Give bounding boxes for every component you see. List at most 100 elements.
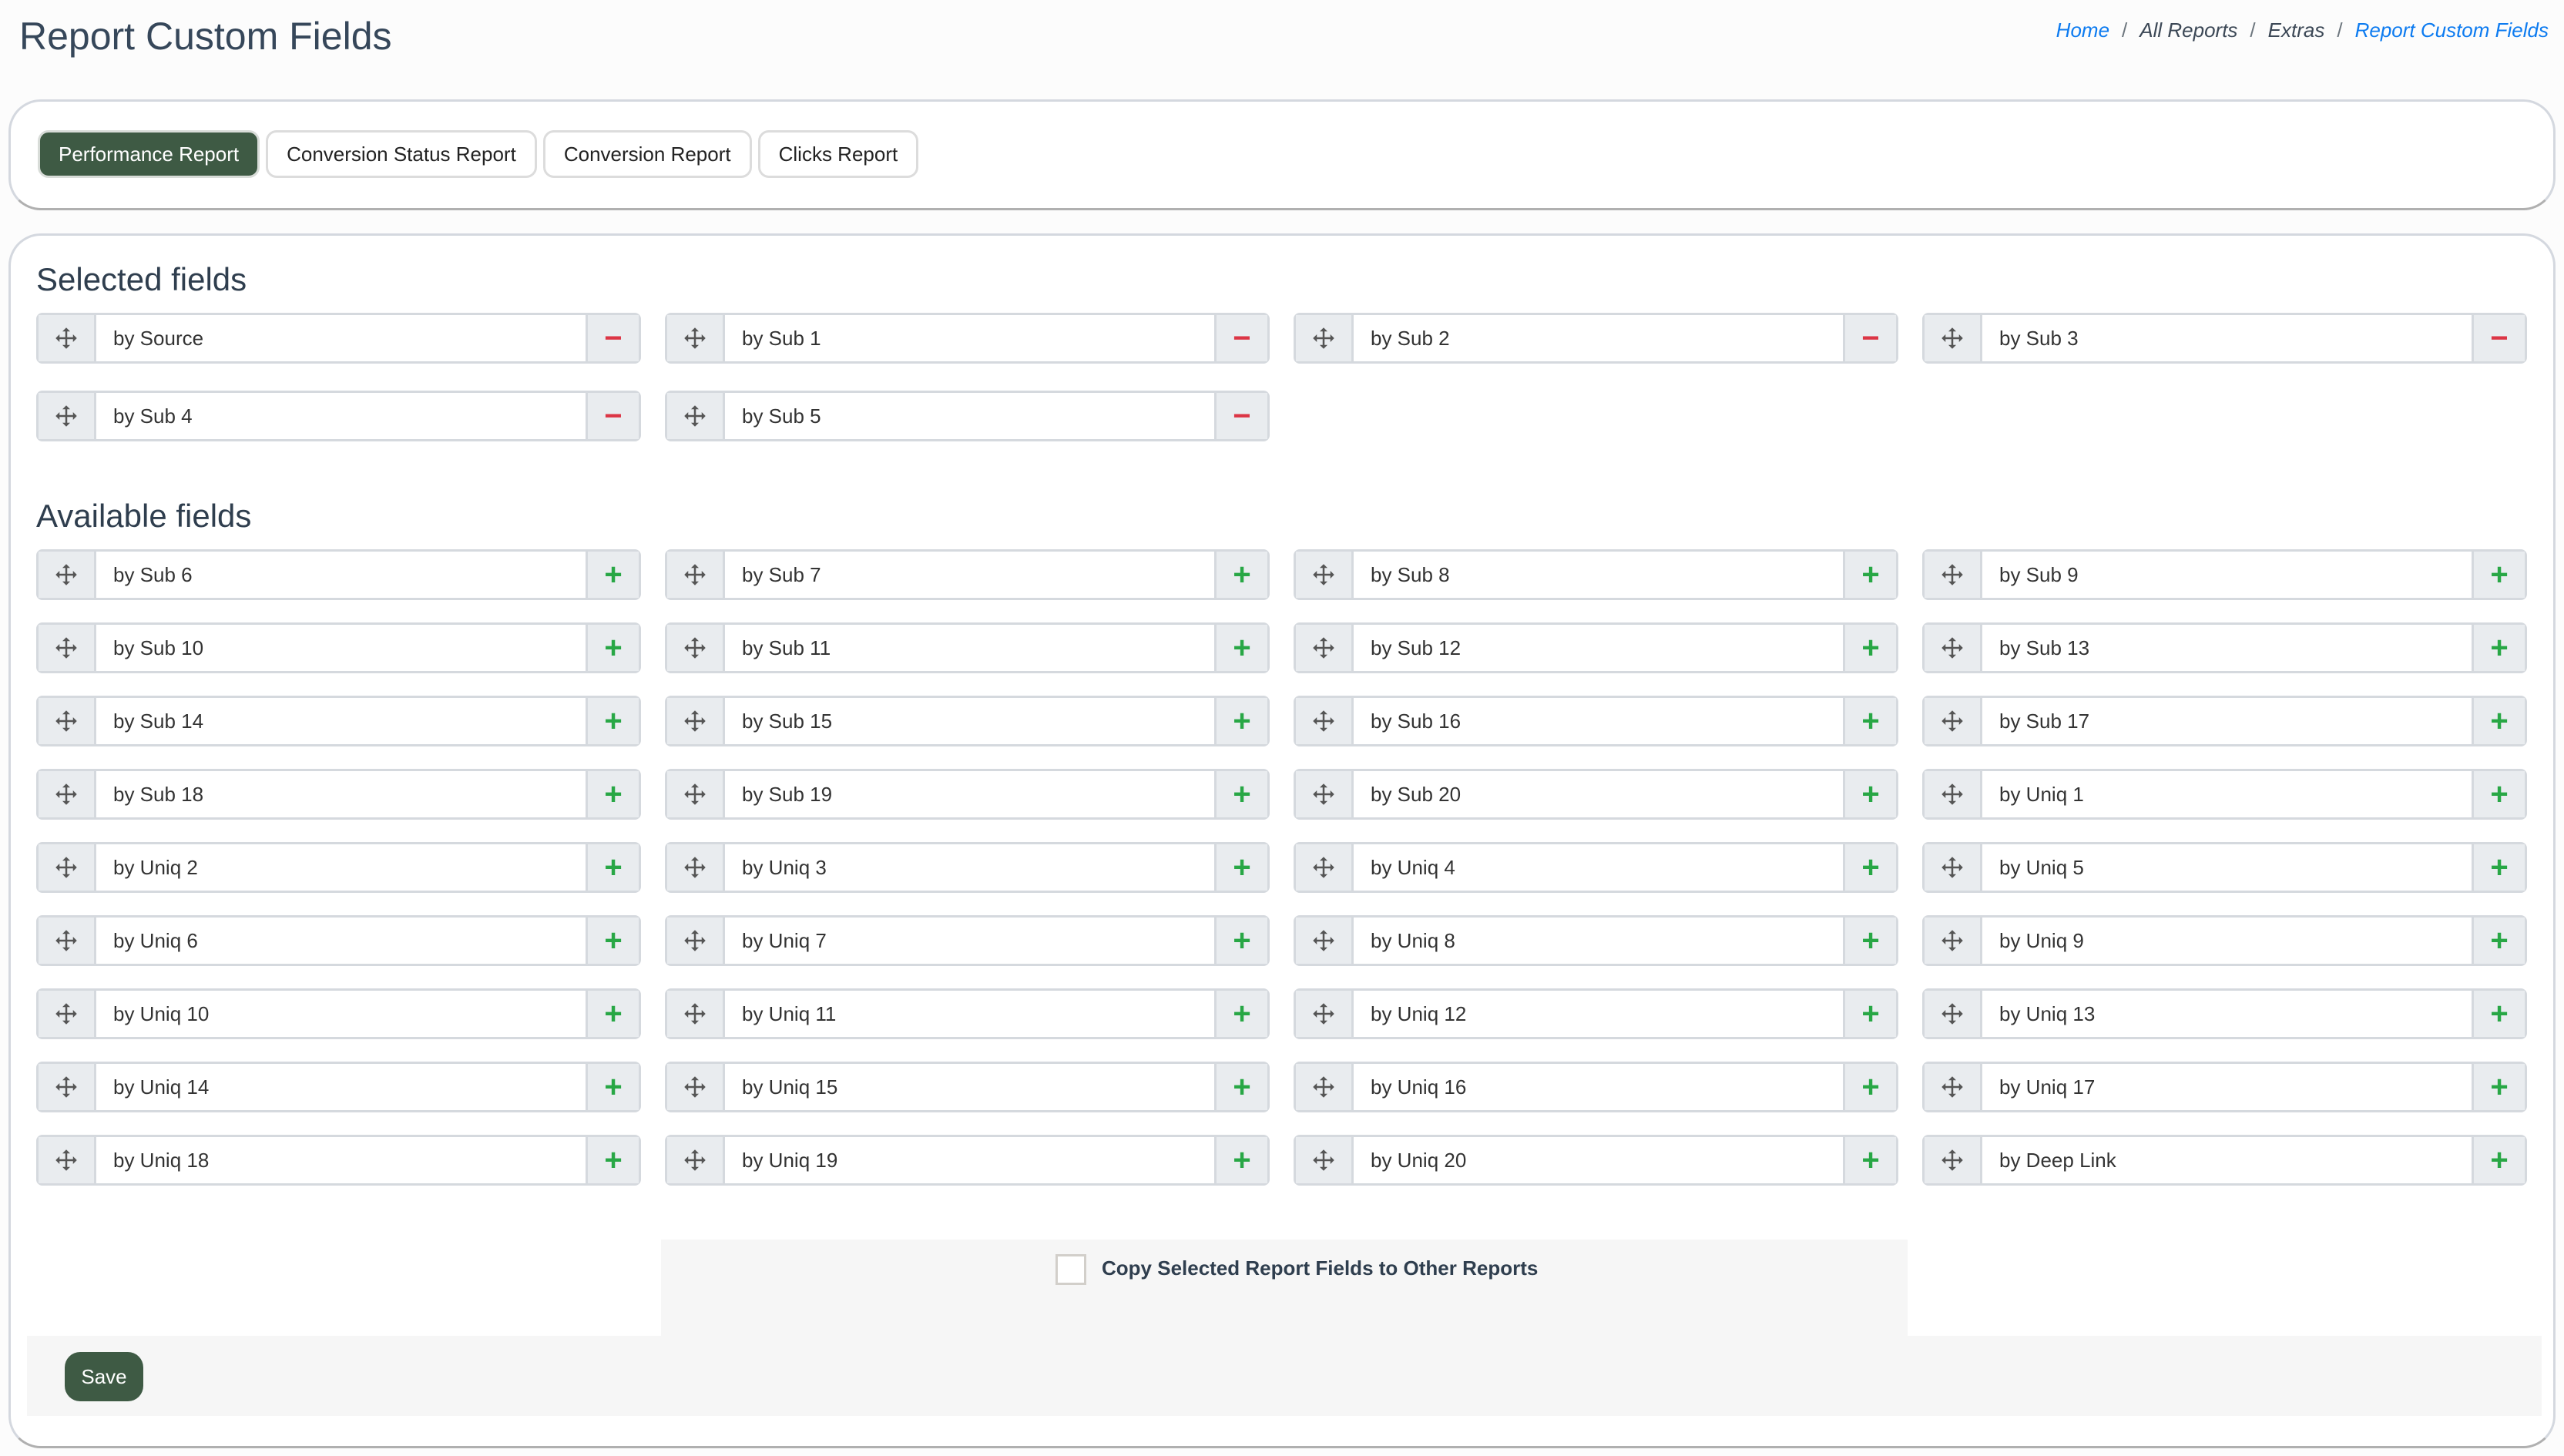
move-icon[interactable] bbox=[667, 1137, 725, 1183]
add-field-button[interactable]: + bbox=[1843, 552, 1896, 598]
copy-fields-checkbox[interactable] bbox=[1055, 1254, 1086, 1285]
move-icon[interactable] bbox=[1296, 1137, 1354, 1183]
remove-field-button[interactable]: − bbox=[1214, 315, 1267, 361]
add-field-button[interactable]: + bbox=[1843, 1064, 1896, 1110]
add-field-button[interactable]: + bbox=[1214, 698, 1267, 744]
remove-field-button[interactable]: − bbox=[1843, 315, 1896, 361]
move-icon[interactable] bbox=[1925, 1064, 1982, 1110]
field-item: by Sub 6 + bbox=[36, 549, 641, 600]
add-field-button[interactable]: + bbox=[2472, 844, 2525, 891]
add-field-button[interactable]: + bbox=[2472, 991, 2525, 1037]
move-icon[interactable] bbox=[39, 991, 96, 1037]
add-field-button[interactable]: + bbox=[586, 771, 639, 817]
remove-field-button[interactable]: − bbox=[586, 393, 639, 439]
move-icon[interactable] bbox=[667, 1064, 725, 1110]
add-field-button[interactable]: + bbox=[2472, 552, 2525, 598]
move-icon[interactable] bbox=[39, 1137, 96, 1183]
move-icon[interactable] bbox=[39, 393, 96, 439]
remove-field-button[interactable]: − bbox=[1214, 393, 1267, 439]
tab-conversion-status-report[interactable]: Conversion Status Report bbox=[266, 130, 537, 178]
add-field-button[interactable]: + bbox=[586, 552, 639, 598]
field-item: by Sub 3 − bbox=[1922, 313, 2527, 364]
copy-fields-label[interactable]: Copy Selected Report Fields to Other Rep… bbox=[1102, 1256, 1539, 1280]
move-icon[interactable] bbox=[1296, 918, 1354, 964]
move-icon[interactable] bbox=[667, 771, 725, 817]
field-item: by Sub 9 + bbox=[1922, 549, 2527, 600]
move-icon[interactable] bbox=[667, 918, 725, 964]
add-field-button[interactable]: + bbox=[586, 1064, 639, 1110]
move-icon[interactable] bbox=[39, 771, 96, 817]
field-item: by Sub 19 + bbox=[665, 769, 1270, 820]
move-icon[interactable] bbox=[1296, 552, 1354, 598]
field-name: by Sub 19 bbox=[742, 782, 833, 806]
remove-field-button[interactable]: − bbox=[586, 315, 639, 361]
move-icon[interactable] bbox=[1925, 991, 1982, 1037]
add-field-button[interactable]: + bbox=[586, 698, 639, 744]
add-field-button[interactable]: + bbox=[1843, 771, 1896, 817]
move-icon[interactable] bbox=[1925, 552, 1982, 598]
move-icon[interactable] bbox=[1925, 771, 1982, 817]
add-field-button[interactable]: + bbox=[1214, 918, 1267, 964]
breadcrumb-item[interactable]: Home bbox=[2056, 18, 2110, 42]
move-icon[interactable] bbox=[39, 844, 96, 891]
move-icon[interactable] bbox=[667, 625, 725, 671]
move-icon[interactable] bbox=[1296, 771, 1354, 817]
add-field-button[interactable]: + bbox=[586, 1137, 639, 1183]
move-icon[interactable] bbox=[39, 552, 96, 598]
move-icon[interactable] bbox=[667, 844, 725, 891]
move-icon[interactable] bbox=[1925, 918, 1982, 964]
tab-conversion-report[interactable]: Conversion Report bbox=[542, 130, 752, 178]
add-field-button[interactable]: + bbox=[1843, 991, 1896, 1037]
add-field-button[interactable]: + bbox=[586, 991, 639, 1037]
move-icon[interactable] bbox=[39, 625, 96, 671]
add-field-button[interactable]: + bbox=[2472, 1137, 2525, 1183]
add-field-button[interactable]: + bbox=[586, 918, 639, 964]
move-icon[interactable] bbox=[667, 698, 725, 744]
add-field-button[interactable]: + bbox=[1843, 918, 1896, 964]
add-field-button[interactable]: + bbox=[1214, 844, 1267, 891]
tab-clicks-report[interactable]: Clicks Report bbox=[757, 130, 919, 178]
move-icon[interactable] bbox=[1925, 1137, 1982, 1183]
add-field-button[interactable]: + bbox=[1843, 844, 1896, 891]
add-field-button[interactable]: + bbox=[1214, 991, 1267, 1037]
add-field-button[interactable]: + bbox=[1214, 1064, 1267, 1110]
move-icon[interactable] bbox=[1296, 991, 1354, 1037]
move-icon[interactable] bbox=[667, 552, 725, 598]
move-icon[interactable] bbox=[667, 315, 725, 361]
save-button[interactable]: Save bbox=[65, 1352, 143, 1401]
add-field-button[interactable]: + bbox=[2472, 1064, 2525, 1110]
tab-performance-report[interactable]: Performance Report bbox=[38, 130, 260, 178]
add-field-button[interactable]: + bbox=[1214, 552, 1267, 598]
move-icon[interactable] bbox=[39, 1064, 96, 1110]
move-icon[interactable] bbox=[1925, 844, 1982, 891]
move-icon[interactable] bbox=[1925, 698, 1982, 744]
move-icon[interactable] bbox=[1296, 1064, 1354, 1110]
move-icon[interactable] bbox=[39, 918, 96, 964]
add-field-button[interactable]: + bbox=[2472, 918, 2525, 964]
move-icon[interactable] bbox=[1296, 844, 1354, 891]
move-icon[interactable] bbox=[1296, 625, 1354, 671]
remove-field-button[interactable]: − bbox=[2472, 315, 2525, 361]
add-field-button[interactable]: + bbox=[1843, 1137, 1896, 1183]
move-icon[interactable] bbox=[667, 991, 725, 1037]
add-field-button[interactable]: + bbox=[586, 844, 639, 891]
breadcrumb-item[interactable]: Report Custom Fields bbox=[2354, 18, 2549, 42]
add-field-button[interactable]: + bbox=[1214, 1137, 1267, 1183]
add-field-button[interactable]: + bbox=[1843, 698, 1896, 744]
move-icon[interactable] bbox=[1925, 315, 1982, 361]
move-icon[interactable] bbox=[39, 698, 96, 744]
add-field-button[interactable]: + bbox=[1214, 625, 1267, 671]
add-field-button[interactable]: + bbox=[1214, 771, 1267, 817]
move-icon[interactable] bbox=[1296, 315, 1354, 361]
add-field-button[interactable]: + bbox=[586, 625, 639, 671]
move-icon[interactable] bbox=[39, 315, 96, 361]
add-field-button[interactable]: + bbox=[2472, 625, 2525, 671]
field-name: by Sub 3 bbox=[1999, 326, 2079, 350]
move-icon[interactable] bbox=[1925, 625, 1982, 671]
add-field-button[interactable]: + bbox=[2472, 771, 2525, 817]
available-fields-heading: Available fields bbox=[36, 498, 252, 534]
move-icon[interactable] bbox=[1296, 698, 1354, 744]
move-icon[interactable] bbox=[667, 393, 725, 439]
add-field-button[interactable]: + bbox=[2472, 698, 2525, 744]
add-field-button[interactable]: + bbox=[1843, 625, 1896, 671]
